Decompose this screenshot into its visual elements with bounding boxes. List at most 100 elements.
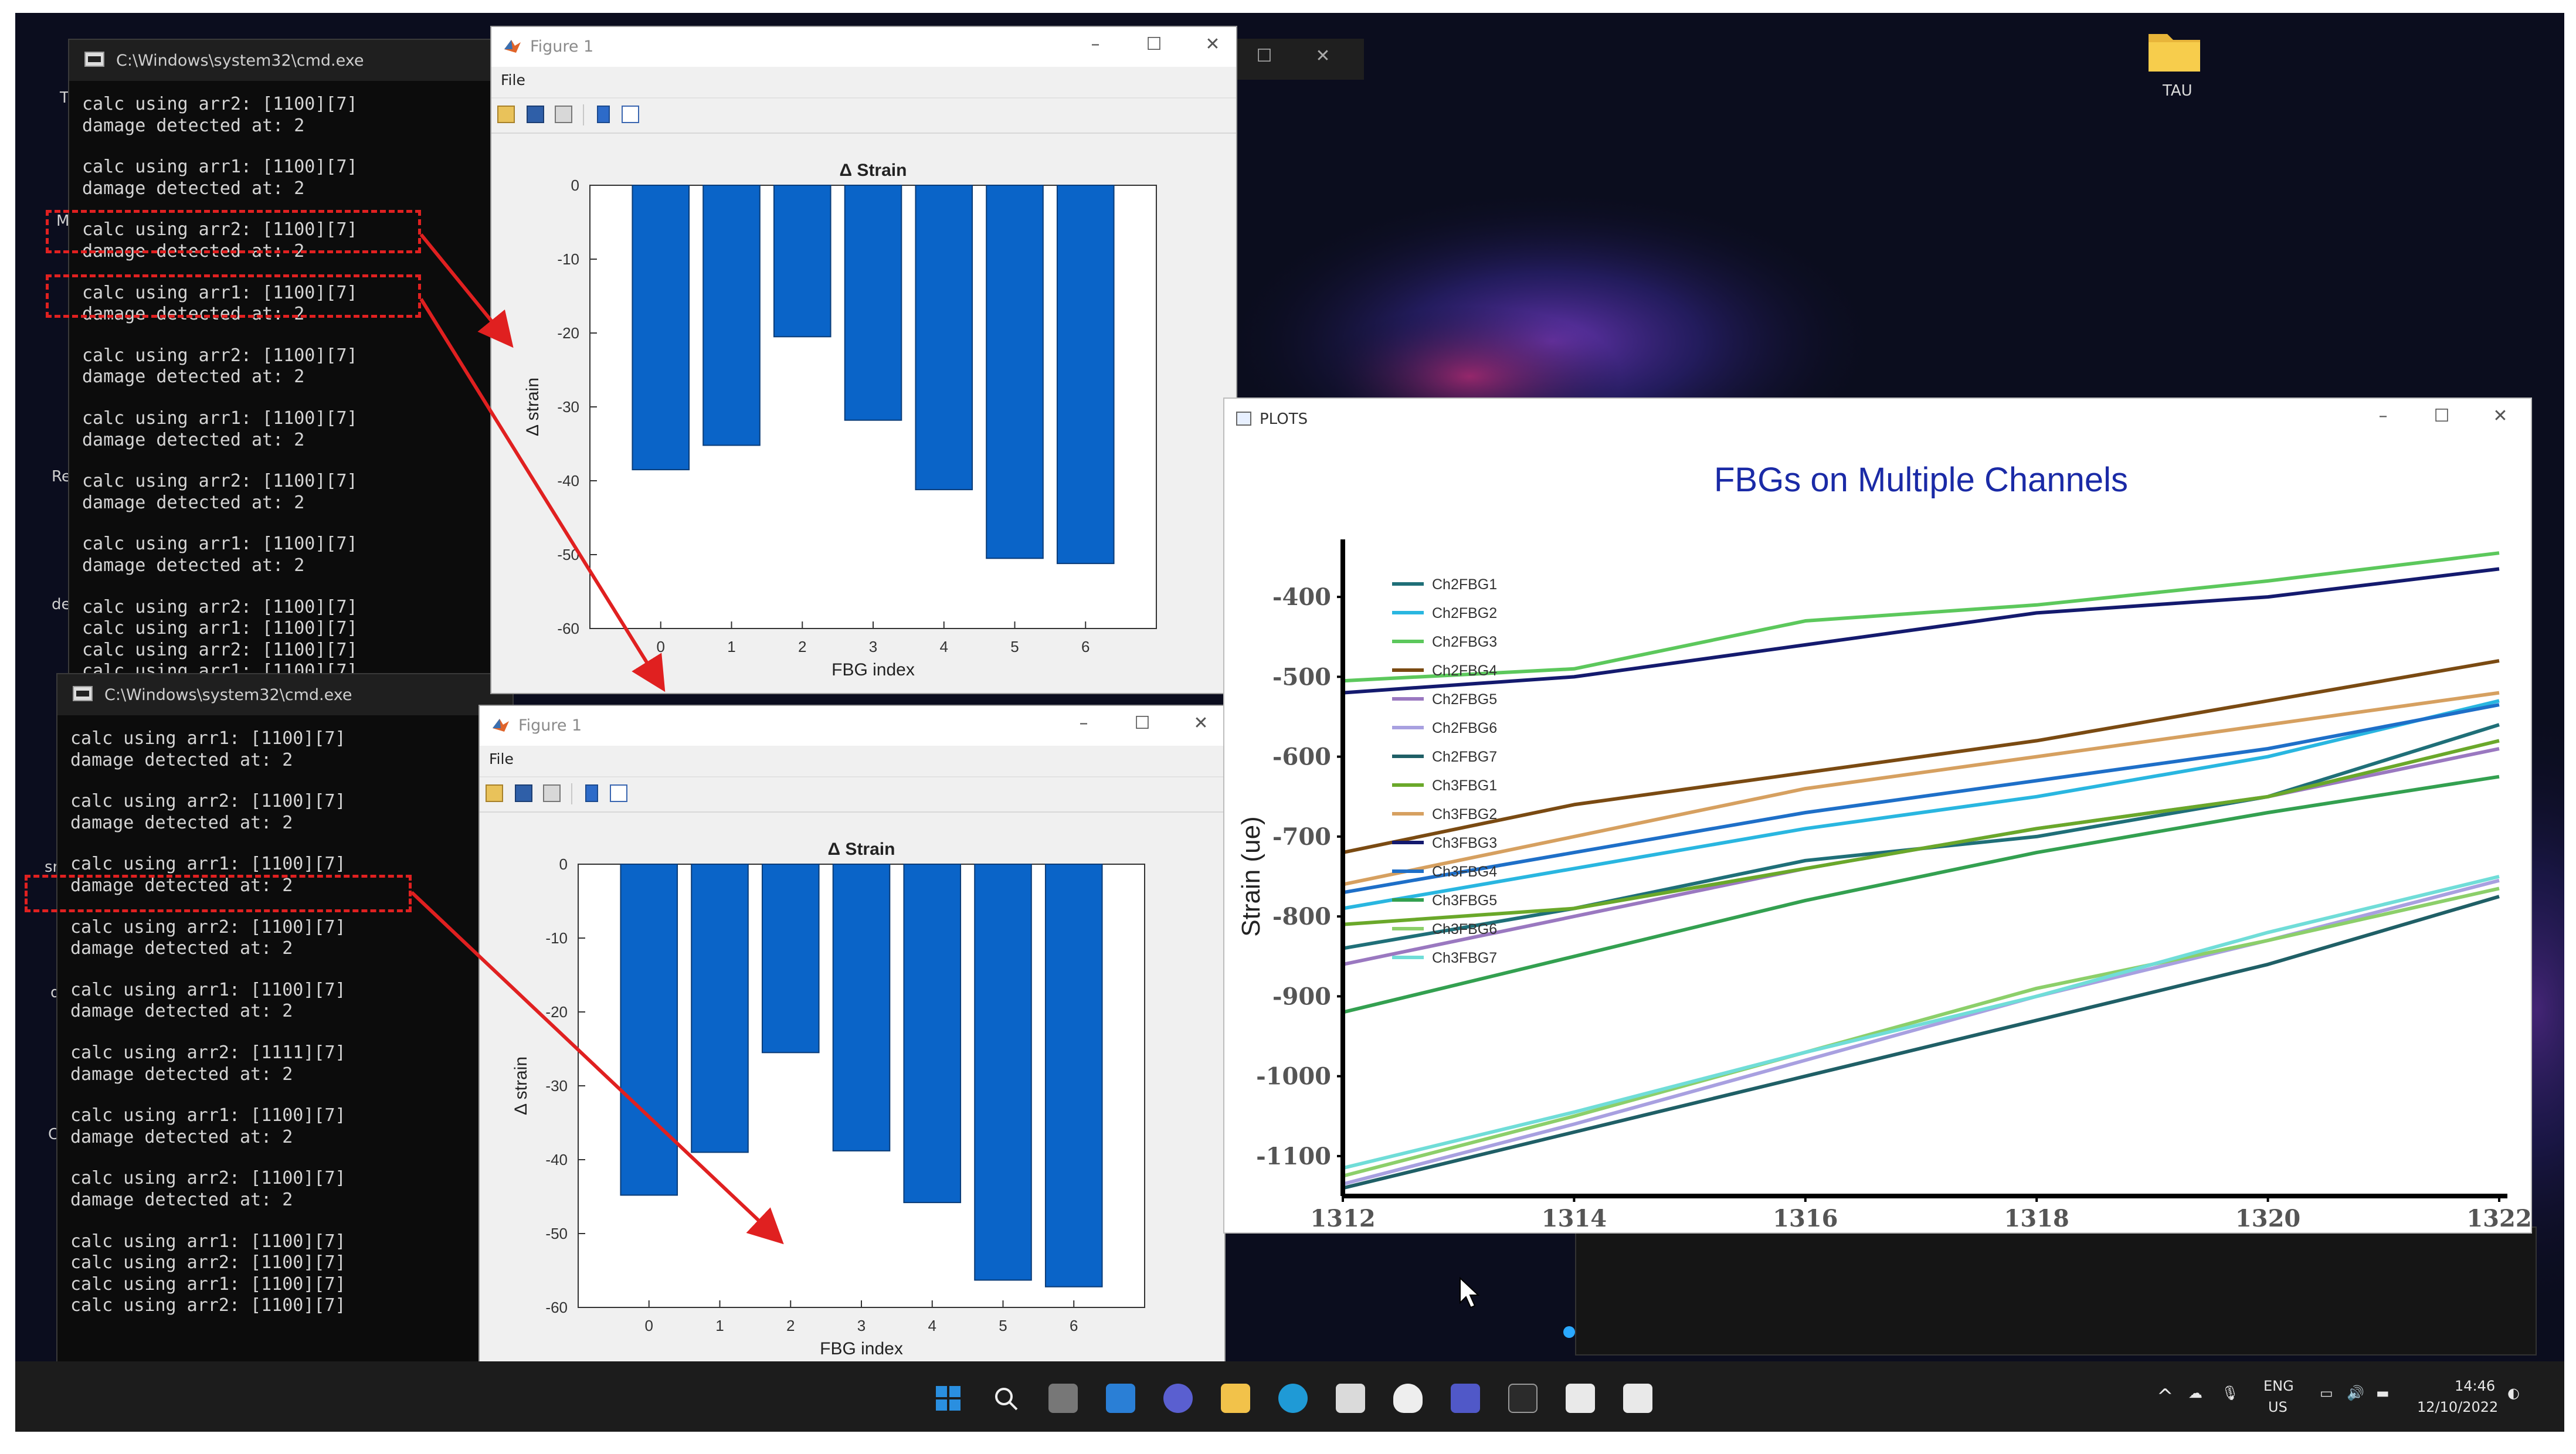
cmd-window-top[interactable]: C:\Windows\system32\cmd.exe calc using a…: [68, 39, 508, 684]
close-icon[interactable]: ✕: [1315, 46, 1331, 66]
python-app-icon[interactable]: [1566, 1384, 1595, 1413]
folder-label[interactable]: TAU: [2163, 82, 2193, 100]
console-line: calc using arr1: [1100][7]: [82, 407, 358, 429]
legend-label: Ch3FBG5: [1432, 892, 1497, 909]
open-icon[interactable]: [486, 784, 503, 802]
maximize-icon[interactable]: ☐: [1134, 713, 1150, 733]
property-editor-icon[interactable]: [610, 784, 627, 802]
console-line: damage detected at: 2: [82, 115, 305, 136]
alienware-icon[interactable]: [1393, 1384, 1423, 1413]
minimize-icon[interactable]: –: [1091, 34, 1100, 55]
x-tick-label: 1322: [2466, 1205, 2531, 1232]
clock-time[interactable]: 14:46: [2455, 1378, 2496, 1394]
minimize-icon[interactable]: –: [1079, 713, 1088, 733]
open-icon[interactable]: [497, 106, 515, 123]
close-icon[interactable]: ✕: [1205, 34, 1220, 55]
console-line: calc using arr1: [1100][7]: [82, 282, 358, 303]
legend-label: Ch2FBG3: [1432, 634, 1497, 650]
maximize-icon[interactable]: ☐: [1256, 46, 1272, 66]
toolbar-separator: [583, 104, 584, 125]
legend-label: Ch3FBG1: [1432, 777, 1497, 794]
x-axis-label: FBG index: [831, 660, 915, 680]
console-line: damage detected at: 2: [70, 1001, 293, 1022]
menu-file[interactable]: File: [501, 72, 525, 89]
file-explorer-icon[interactable]: [1221, 1384, 1250, 1413]
folder-icon[interactable]: [2147, 26, 2201, 73]
figure-toolbar: [480, 776, 1224, 813]
maximize-icon[interactable]: ☐: [2434, 406, 2450, 426]
start-icon[interactable]: [934, 1384, 963, 1413]
y-axis-label: Δ strain: [511, 1056, 531, 1115]
dock-icon[interactable]: [585, 784, 598, 802]
y-tick-label: -10: [545, 929, 568, 947]
chart-title: Δ Strain: [840, 161, 907, 180]
region-indicator[interactable]: US: [2268, 1399, 2287, 1415]
notification-icon[interactable]: ◐: [2507, 1385, 2520, 1401]
battery-icon[interactable]: ▬: [2376, 1385, 2390, 1401]
microphone-icon[interactable]: 🎙: [2221, 1385, 2239, 1401]
volume-icon[interactable]: 🔊: [2347, 1385, 2364, 1401]
x-tick-label: 1: [727, 638, 735, 655]
cmd-output[interactable]: calc using arr1: [1100][7] damage detecte…: [70, 728, 508, 1361]
plots-title: PLOTS: [1260, 410, 1308, 428]
chat-icon[interactable]: [1163, 1384, 1193, 1413]
bar: [761, 864, 820, 1054]
cmd-window-bottom[interactable]: C:\Windows\system32\cmd.exe calc using a…: [56, 673, 514, 1363]
close-icon[interactable]: ✕: [1193, 713, 1209, 733]
clock-date[interactable]: 12/10/2022: [2417, 1399, 2499, 1415]
console-spacer: [82, 137, 502, 157]
store-icon[interactable]: [1336, 1384, 1365, 1413]
plots-window-icon: [1236, 412, 1251, 426]
cmd-titlebar[interactable]: C:\Windows\system32\cmd.exe: [57, 674, 513, 715]
plots-titlebar[interactable]: PLOTS – ☐ ✕: [1224, 399, 2531, 440]
task-view-icon[interactable]: [1048, 1384, 1078, 1413]
y-tick-label: -40: [557, 472, 579, 490]
search-icon[interactable]: [991, 1384, 1020, 1413]
matlab-icon: [504, 40, 521, 53]
y-tick-label: -50: [557, 546, 579, 563]
figure-titlebar[interactable]: Figure 1 – ☐ ✕: [480, 706, 1224, 746]
console-spacer: [82, 577, 502, 597]
x-tick-label: 0: [657, 638, 665, 655]
legend-label: Ch2FBG1: [1432, 576, 1497, 593]
onedrive-icon[interactable]: ☁: [2188, 1385, 2202, 1401]
plots-window[interactable]: PLOTS – ☐ ✕ FBGs on Multiple Channels -40…: [1223, 398, 2532, 1234]
bar: [915, 185, 973, 491]
figure-window-top[interactable]: Figure 1 – ☐ ✕ File Δ Strain 0 -10 -20 -30 -4…: [490, 26, 1237, 694]
close-icon[interactable]: ✕: [2493, 406, 2508, 426]
series-line: [1342, 895, 2500, 1190]
dock-icon[interactable]: [597, 106, 610, 123]
plots-app-icon[interactable]: [1623, 1384, 1652, 1413]
cmd-titlebar[interactable]: C:\Windows\system32\cmd.exe: [69, 40, 507, 81]
series-line: [1342, 551, 2500, 683]
figure-titlebar[interactable]: Figure 1 – ☐ ✕: [491, 27, 1236, 67]
minimize-icon[interactable]: –: [2378, 406, 2388, 426]
edge-icon[interactable]: [1278, 1384, 1308, 1413]
teams-icon[interactable]: [1451, 1384, 1480, 1413]
desktop-icon-label: de: [52, 596, 71, 613]
widgets-icon[interactable]: [1106, 1384, 1135, 1413]
legend-label: Ch3FBG7: [1432, 950, 1497, 966]
save-icon[interactable]: [515, 784, 532, 802]
console-spacer: [70, 1211, 508, 1231]
print-icon[interactable]: [555, 106, 572, 123]
desktop-icon-label: C: [48, 1126, 59, 1143]
cmd-output[interactable]: calc using arr2: [1100][7] damage detecte…: [82, 94, 502, 682]
network-icon[interactable]: ▭: [2320, 1385, 2333, 1401]
print-icon[interactable]: [543, 784, 561, 802]
legend-label: Ch2FBG7: [1432, 749, 1497, 765]
desktop-screen: TAU T M Re de sr d C ☐ ✕ C:\Windows\syst…: [15, 13, 2564, 1432]
console-line: damage detected at: 2: [82, 304, 305, 325]
maximize-icon[interactable]: ☐: [1146, 34, 1162, 55]
x-tick-label: 1312: [1310, 1205, 1375, 1232]
figure-window-bottom[interactable]: Figure 1 – ☐ ✕ File Δ Strain 0 -10 -20 -30 -4…: [478, 705, 1226, 1373]
language-indicator[interactable]: ENG: [2263, 1378, 2294, 1394]
chevron-up-icon[interactable]: ^: [2157, 1385, 2174, 1408]
menu-file[interactable]: File: [489, 750, 514, 767]
terminal-icon[interactable]: [1508, 1384, 1538, 1413]
x-tick-label: 1316: [1773, 1205, 1838, 1232]
console-line: calc using arr1: [1100][7]: [70, 728, 346, 749]
property-editor-icon[interactable]: [622, 106, 639, 123]
save-icon[interactable]: [527, 106, 544, 123]
legend-label: Ch3FBG6: [1432, 921, 1497, 937]
